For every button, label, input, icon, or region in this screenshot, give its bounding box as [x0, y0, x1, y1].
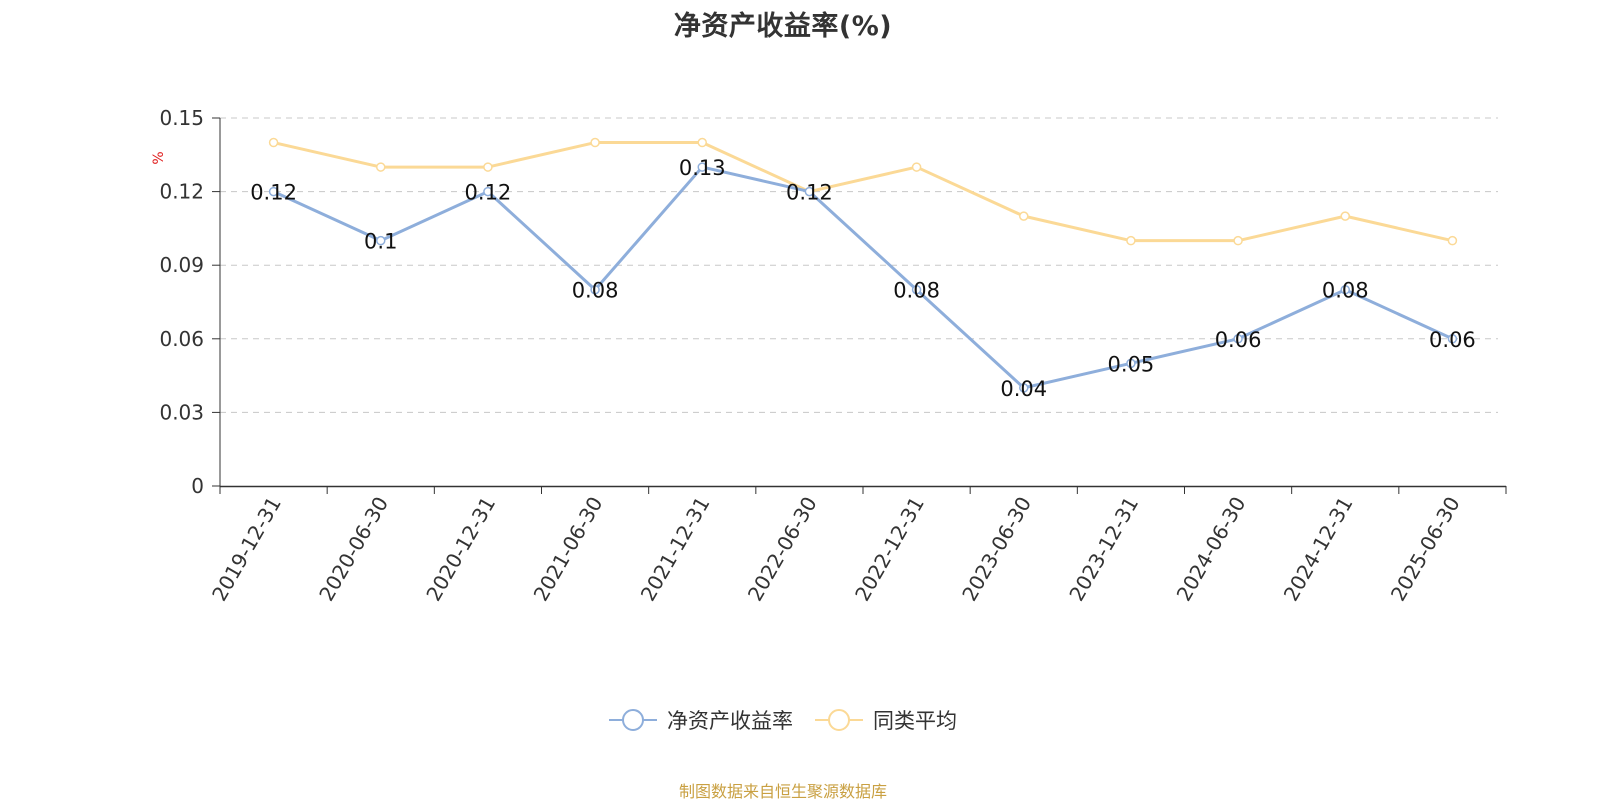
data-label: 0.08 [572, 279, 619, 303]
data-label: 0.1 [364, 230, 397, 254]
x-tick-label: 2025-06-30 [1386, 493, 1465, 606]
legend-label-peer-average: 同类平均 [873, 709, 957, 733]
data-label: 0.12 [786, 181, 833, 205]
source-note: 制图数据来自恒生聚源数据库 [678, 782, 887, 801]
y-tick-label: 0.09 [159, 253, 204, 277]
legend-item-peer-average[interactable]: 同类平均 [815, 705, 957, 735]
series-line-0 [272, 165, 1454, 390]
data-point-1 [697, 137, 707, 148]
x-tick-label: 2020-06-30 [314, 493, 393, 606]
x-tick-label: 2022-12-31 [850, 493, 929, 606]
data-point-0 [697, 162, 707, 172]
x-tick-label: 2023-12-31 [1064, 493, 1143, 606]
data-point-0 [483, 186, 493, 197]
data-point-1 [268, 137, 279, 148]
x-tick-label: 2019-12-31 [207, 493, 286, 606]
data-point-1 [1233, 235, 1243, 246]
series-line-1 [273, 141, 1453, 243]
data-point-1 [911, 162, 922, 172]
data-label: 0.06 [1215, 328, 1262, 352]
x-tick-label: 2024-12-31 [1279, 493, 1358, 606]
data-label: 0.13 [679, 156, 726, 180]
x-tick-label: 2024-06-30 [1172, 493, 1251, 606]
y-tick-label: 0 [191, 474, 204, 498]
data-point-0 [376, 235, 386, 246]
legend-item-roe[interactable]: 净资产收益率 [609, 705, 793, 735]
data-point-0 [268, 186, 279, 197]
x-tick-label: 2021-12-31 [636, 493, 715, 606]
x-tick-label: 2022-06-30 [743, 493, 822, 606]
y-tick-label: 0.15 [159, 106, 204, 130]
y-tick-label: 0.06 [159, 327, 204, 351]
legend-circle-icon-peer-average [815, 709, 863, 731]
data-point-1 [376, 162, 386, 172]
data-point-1 [590, 137, 600, 148]
data-label: 0.12 [465, 181, 512, 205]
x-tick-label: 2021-06-30 [529, 493, 608, 606]
data-labels: 0.12 0.1 0.12 0.08 0.13 0.12 0.08 0.04 0.05 0.06 0… [250, 156, 1476, 401]
y-tick-label: 0.12 [159, 180, 204, 204]
legend-label-roe: 净资产收益率 [667, 709, 793, 733]
data-point-1 [1019, 211, 1029, 221]
data-point-0 [1126, 358, 1136, 369]
data-point-0 [1019, 383, 1029, 393]
data-label: 0.06 [1429, 328, 1476, 352]
y-axis-label: % [151, 151, 167, 164]
y-tick-label: 0.03 [159, 400, 204, 424]
data-point-0 [1233, 334, 1243, 344]
data-label: 0.08 [1322, 279, 1369, 303]
x-tick-label: 2020-12-31 [421, 493, 500, 606]
data-point-1 [1447, 235, 1458, 246]
data-point-0 [1447, 334, 1458, 344]
legend: 净资产收益率 同类平均 [0, 705, 1566, 735]
data-label: 0.05 [1108, 352, 1155, 376]
data-point-1 [1126, 235, 1136, 246]
chart-title: 净资产收益率(%) [673, 11, 893, 42]
data-point-1 [483, 162, 493, 172]
data-point-0 [1340, 284, 1350, 295]
data-label: 0.08 [893, 279, 940, 303]
series [268, 137, 1458, 393]
x-tick-label: 2023-06-30 [957, 493, 1036, 606]
data-label: 0.12 [250, 181, 297, 205]
grid-lines [220, 117, 1498, 413]
data-point-0 [804, 186, 815, 197]
data-point-0 [911, 284, 922, 295]
legend-circle-icon-roe [609, 709, 657, 731]
data-point-1 [1340, 211, 1350, 221]
data-label: 0.04 [1000, 377, 1047, 401]
data-point-0 [590, 284, 600, 295]
